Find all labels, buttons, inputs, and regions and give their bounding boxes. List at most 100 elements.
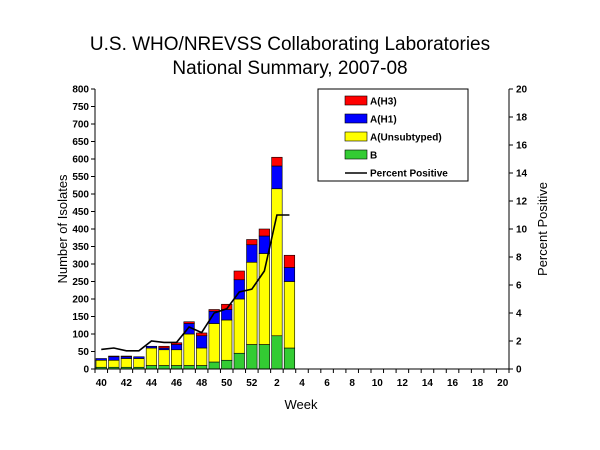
- y2-tick-label-12: 12: [516, 197, 528, 208]
- y2-axis-label: Percent Positive: [535, 182, 550, 276]
- x-tick-label-6: 6: [324, 378, 330, 389]
- y-tick-label-150: 150: [72, 312, 89, 323]
- bar-b-3: [283, 347, 296, 370]
- y-tick-label-650: 650: [72, 137, 89, 148]
- x-tick-label-44: 44: [146, 378, 158, 389]
- bar-a-unsubtyped--46: [170, 349, 183, 366]
- y-axis-label: Number of Isolates: [55, 174, 70, 284]
- y-tick-label-500: 500: [72, 190, 89, 201]
- x-tick-label-50: 50: [221, 378, 233, 389]
- y2-tick-label-10: 10: [516, 225, 528, 236]
- y-tick-label-750: 750: [72, 102, 89, 113]
- legend-box: [317, 88, 469, 182]
- y2-tick-label-0: 0: [516, 365, 522, 376]
- bar-a-unsubtyped--52: [246, 261, 258, 345]
- bar-a-unsubtyped--49: [208, 323, 220, 363]
- y-tick-label-300: 300: [72, 260, 89, 271]
- y-tick-label-0: 0: [83, 365, 89, 376]
- bar-a-unsubtyped--3: [283, 281, 296, 349]
- bar-a-unsubtyped--51: [233, 298, 245, 354]
- y-tick-label-250: 250: [72, 277, 89, 288]
- y2-tick-label-14: 14: [516, 169, 528, 180]
- y-tick-label-200: 200: [72, 295, 89, 306]
- bar-a-h1--48: [196, 335, 208, 349]
- bar-a-h1--2: [271, 165, 283, 190]
- bar-a-unsubtyped--42: [120, 358, 132, 368]
- bar-a-h1--52: [246, 244, 258, 263]
- bar-b-2: [271, 335, 283, 370]
- x-tick-label-40: 40: [96, 378, 108, 389]
- legend: A(H3) A(H1) A(Unsubtyped) B Percent Positive: [317, 88, 469, 182]
- bar-a-h3--42: [120, 355, 132, 358]
- bar-a-unsubtyped--1: [258, 253, 270, 345]
- legend-label-a-unsubtyped-: A(Unsubtyped): [370, 133, 442, 144]
- x-tick-label-8: 8: [349, 378, 355, 389]
- x-tick-label-52: 52: [246, 378, 258, 389]
- bar-a-h3--49: [208, 309, 220, 312]
- bar-b-46: [170, 365, 183, 370]
- bar-a-h1--43: [133, 356, 145, 359]
- legend-label-a-h3-: A(H3): [370, 97, 397, 108]
- chart-title-line1: U.S. WHO/NREVSS Collaborating Laboratori…: [90, 34, 490, 55]
- legend-swatch-a-h1-: [344, 113, 368, 124]
- y2-tick-label-4: 4: [516, 309, 522, 320]
- bar-a-h3--51: [233, 270, 245, 281]
- y-tick-label-450: 450: [72, 207, 89, 218]
- bar-a-unsubtyped--41: [108, 359, 120, 368]
- x-tick-label-4: 4: [299, 378, 305, 389]
- x-tick-label-16: 16: [447, 378, 459, 389]
- y-tick-label-350: 350: [72, 242, 89, 253]
- x-tick-label-20: 20: [497, 378, 509, 389]
- bar-a-h3--47: [183, 321, 195, 324]
- x-tick-label-48: 48: [196, 378, 208, 389]
- bar-a-unsubtyped--47: [183, 333, 195, 366]
- bar-a-h1--3: [283, 267, 296, 282]
- bar-a-h1--46: [170, 344, 183, 351]
- y-tick-label-700: 700: [72, 120, 89, 131]
- x-tick-label-12: 12: [397, 378, 409, 389]
- legend-swatch-a-h3-: [344, 95, 368, 106]
- x-tick-label-18: 18: [472, 378, 484, 389]
- bar-a-unsubtyped--44: [145, 347, 158, 366]
- y2-tick-label-16: 16: [516, 141, 528, 152]
- bar-b-1: [258, 344, 270, 370]
- bar-a-h3--1: [258, 228, 270, 237]
- plot-area: 0501001502002503003504004505005506006507…: [72, 85, 527, 390]
- bar-a-h3--41: [108, 355, 120, 358]
- chart-title-line2: National Summary, 2007-08: [172, 58, 407, 79]
- bar-b-50: [221, 359, 233, 370]
- bar-b-45: [158, 365, 170, 370]
- y2-tick-label-2: 2: [516, 337, 522, 348]
- bar-a-h1--50: [221, 309, 233, 321]
- y-tick-label-600: 600: [72, 155, 89, 166]
- bar-b-48: [196, 365, 208, 370]
- x-tick-label-14: 14: [422, 378, 434, 389]
- legend-label-b: B: [370, 151, 377, 162]
- y-tick-label-550: 550: [72, 172, 89, 183]
- y2-tick-label-8: 8: [516, 253, 522, 264]
- bar-a-unsubtyped--50: [221, 319, 233, 361]
- percent-positive-line: [101, 214, 290, 352]
- x-tick-label-46: 46: [171, 378, 183, 389]
- y-tick-label-100: 100: [72, 330, 89, 341]
- bar-a-unsubtyped--43: [133, 358, 145, 368]
- bar-a-h1--41: [108, 356, 120, 361]
- bar-a-h1--1: [258, 235, 270, 254]
- x-tick-label-2: 2: [274, 378, 280, 389]
- bar-b-47: [183, 365, 195, 370]
- y-tick-label-50: 50: [78, 347, 90, 358]
- bar-a-h3--52: [246, 239, 258, 246]
- x-axis-label: Week: [285, 397, 318, 412]
- bar-a-unsubtyped--45: [158, 349, 170, 366]
- bar-a-unsubtyped--40: [95, 359, 107, 368]
- bar-b-44: [145, 365, 158, 370]
- y2-tick-label-20: 20: [516, 85, 528, 96]
- y2-tick-label-18: 18: [516, 113, 528, 124]
- legend-label-percent-positive: Percent Positive: [370, 169, 448, 180]
- x-tick-label-10: 10: [372, 378, 384, 389]
- x-tick-label-42: 42: [121, 378, 133, 389]
- legend-label-a-h1-: A(H1): [370, 115, 397, 126]
- legend-swatch-b: [344, 149, 368, 160]
- y-tick-label-800: 800: [72, 85, 89, 96]
- y-tick-label-400: 400: [72, 225, 89, 236]
